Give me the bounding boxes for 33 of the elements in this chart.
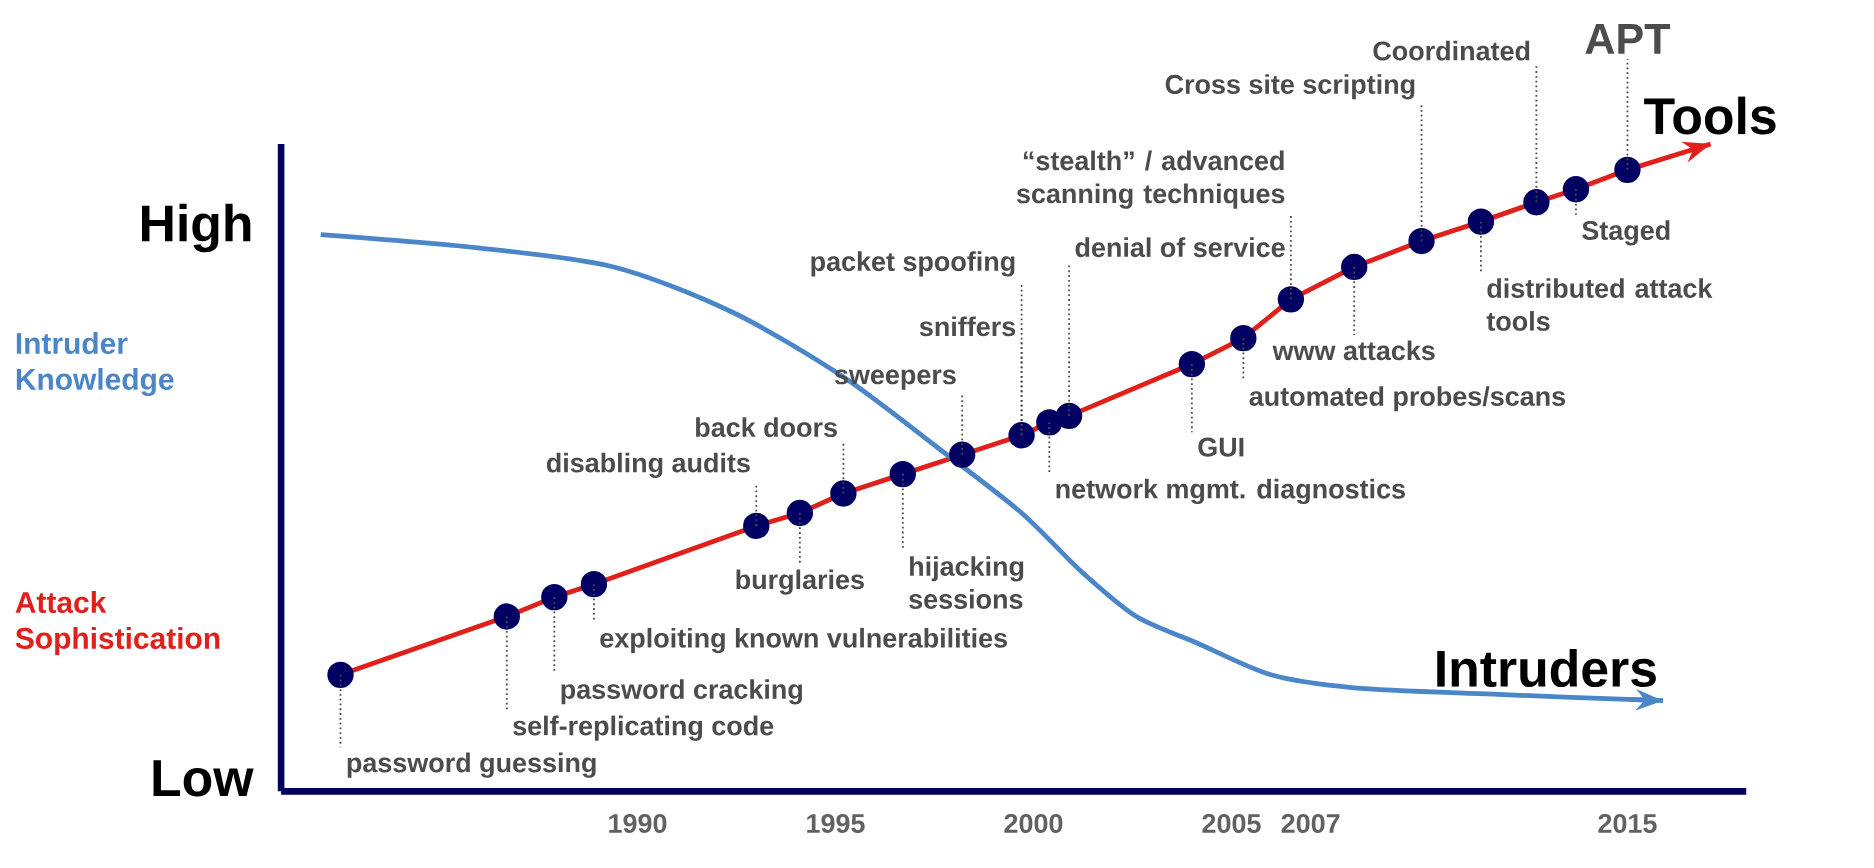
annotation: GUI (1198, 437, 1244, 457)
annotation: network mgmt. diagnostics (1056, 478, 1405, 505)
x-tick-label: 2015 (1598, 813, 1657, 833)
annotation: Staged (1582, 220, 1670, 246)
x-tick-label: 2007 (1281, 813, 1340, 833)
text: High (142, 203, 251, 253)
x-tick-label: 1990 (609, 813, 667, 833)
annotation: hijacking sessions (909, 556, 1024, 609)
annotation: disabling audits (546, 452, 750, 478)
annotation: distributed attack tools (1486, 278, 1713, 331)
annotation: password cracking (561, 679, 802, 705)
text: Low (153, 760, 254, 797)
annotation: exploiting known vulnerabilities (600, 627, 1007, 654)
text: Attack Sophistication (15, 591, 220, 655)
annotation: denial of service (1075, 237, 1285, 258)
x-tick-label: 1995 (807, 813, 865, 833)
annotation: Tools (1644, 96, 1776, 135)
annotation: packet spoofing (811, 251, 1015, 277)
annotation: Cross site scripting (1165, 74, 1415, 100)
annotation: www attacks (1272, 340, 1435, 361)
text: Intruder Knowledge (16, 332, 174, 397)
annotation: back doors (696, 417, 837, 438)
annotation: burglaries (736, 569, 864, 595)
annotation: password guessing (347, 752, 596, 778)
annotation: sniffers (919, 316, 1016, 337)
annotation: “stealth” / advanced scanning techniques (1016, 150, 1285, 209)
annotation: automated probes/scans (1249, 386, 1566, 412)
annotation: Intruders (1437, 649, 1656, 688)
x-tick-label: 2000 (1004, 813, 1063, 833)
annotation: Coordinated (1373, 40, 1530, 61)
annotation: APT (1585, 24, 1671, 54)
annotation: self-replicating code (513, 715, 774, 741)
x-tick-label: 2005 (1202, 813, 1261, 833)
